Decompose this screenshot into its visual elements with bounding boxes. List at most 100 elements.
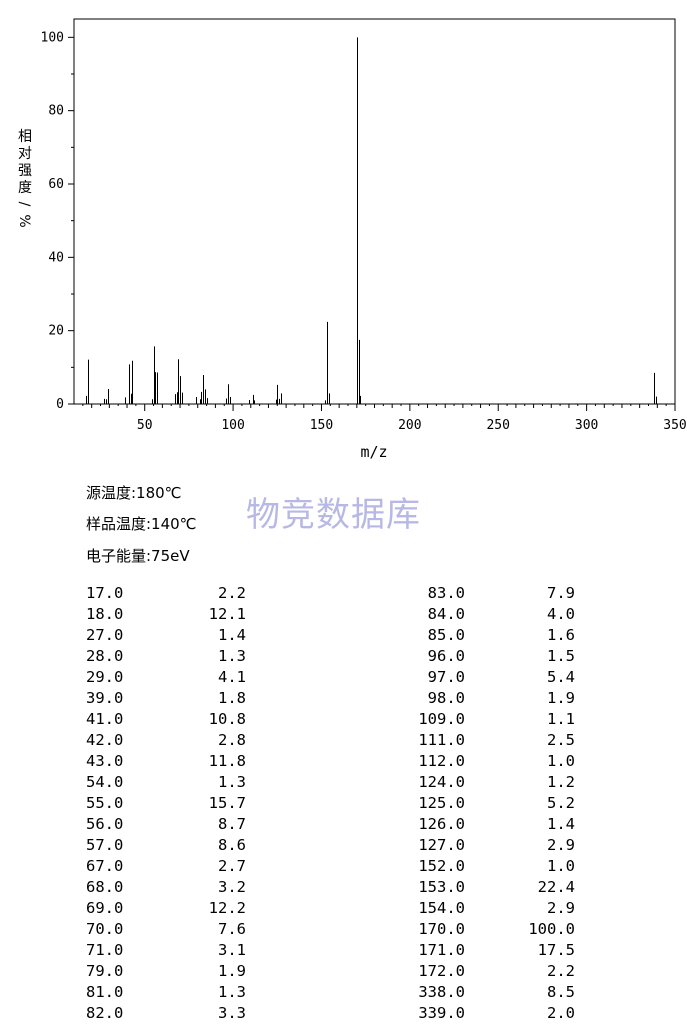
y-tick-label: 80 (48, 104, 64, 119)
peak-mz: 152.0 (418, 857, 465, 875)
peak-mz: 96.0 (427, 647, 465, 665)
peak-mz: 68.0 (86, 878, 124, 896)
peak-mz: 18.0 (86, 605, 124, 623)
peak-mz: 170.0 (418, 920, 465, 938)
x-axis-label: m/z (360, 443, 387, 461)
peak-intensity: 3.3 (218, 1004, 246, 1022)
peak-row: 154.0 2.9 (380, 898, 575, 919)
peak-row: 127.0 2.9 (380, 835, 575, 856)
peak-mz: 41.0 (86, 710, 124, 728)
y-axis-label-char: / (16, 202, 32, 207)
source-temperature: 源温度:180℃ (86, 484, 182, 502)
peak-mz: 97.0 (427, 668, 465, 686)
peak-intensity: 11.8 (208, 752, 246, 770)
peak-row: 82.0 3.3 (86, 1003, 246, 1024)
peak-table-left: 17.0 2.2 18.0 12.1 27.0 1.4 28.0 1.3 29.0 4.1 39.0… (86, 583, 246, 1024)
peak-intensity: 7.9 (547, 584, 575, 602)
peak-mz: 29.0 (86, 668, 124, 686)
x-tick-label: 150 (310, 418, 333, 433)
mass-spectrum-chart: 0 20 40 60 80 100 50 100 150 200 250 300 350 m/z 相对… (16, 18, 687, 461)
peak-row: 29.0 4.1 (86, 667, 246, 688)
watermark: 物竞数据库 (246, 495, 421, 535)
peak-intensity: 1.3 (218, 773, 246, 791)
peak-mz: 125.0 (418, 794, 465, 812)
peak-intensity: 1.9 (547, 689, 575, 707)
peak-row: 55.0 15.7 (86, 793, 246, 814)
peak-mz: 154.0 (418, 899, 465, 917)
peak-intensity: 4.0 (547, 605, 575, 623)
peak-intensity: 12.2 (208, 899, 246, 917)
peak-row: 42.0 2.8 (86, 730, 246, 751)
peak-mz: 67.0 (86, 857, 124, 875)
peak-intensity: 2.0 (547, 1004, 575, 1022)
peak-mz: 124.0 (418, 773, 465, 791)
peak-row: 39.0 1.8 (86, 688, 246, 709)
peak-row: 68.0 3.2 (86, 877, 246, 898)
peak-row: 27.0 1.4 (86, 625, 246, 646)
peak-row: 18.0 12.1 (86, 604, 246, 625)
y-axis-label-char: 对 (18, 146, 32, 162)
x-tick-label: 300 (575, 418, 598, 433)
peak-row: 67.0 2.7 (86, 856, 246, 877)
peak-row: 83.0 7.9 (380, 583, 575, 604)
y-tick-label: 60 (48, 177, 64, 192)
peak-row: 111.0 2.5 (380, 730, 575, 751)
peak-mz: 27.0 (86, 626, 124, 644)
peak-row: 98.0 1.9 (380, 688, 575, 709)
peak-row: 84.0 4.0 (380, 604, 575, 625)
peak-mz: 153.0 (418, 878, 465, 896)
peak-intensity: 1.6 (547, 626, 575, 644)
peak-row: 85.0 1.6 (380, 625, 575, 646)
y-tick-label: 0 (56, 397, 64, 412)
peak-intensity: 1.3 (218, 647, 246, 665)
sample-temperature: 样品温度:140℃ (86, 515, 197, 533)
peak-row: 126.0 1.4 (380, 814, 575, 835)
peak-row: 96.0 1.5 (380, 646, 575, 667)
peak-row: 28.0 1.3 (86, 646, 246, 667)
peak-row: 152.0 1.0 (380, 856, 575, 877)
peak-intensity: 1.2 (547, 773, 575, 791)
peak-intensity: 100.0 (528, 920, 575, 938)
peak-mz: 43.0 (86, 752, 124, 770)
peak-intensity: 8.5 (547, 983, 575, 1001)
peak-row: 71.0 3.1 (86, 940, 246, 961)
y-tick-label: 40 (48, 250, 64, 265)
peak-mz: 55.0 (86, 794, 124, 812)
peak-intensity: 8.6 (218, 836, 246, 854)
peak-intensity: 1.4 (547, 815, 575, 833)
peak-intensity: 2.2 (218, 584, 246, 602)
y-axis-label-char: % (16, 214, 32, 227)
y-tick-label: 100 (41, 30, 64, 45)
peak-intensity: 2.7 (218, 857, 246, 875)
peak-intensity: 1.0 (547, 857, 575, 875)
peak-mz: 127.0 (418, 836, 465, 854)
peak-mz: 57.0 (86, 836, 124, 854)
peak-row: 171.0 17.5 (380, 940, 575, 961)
peak-intensity: 17.5 (537, 941, 575, 959)
peak-mz: 339.0 (418, 1004, 465, 1022)
peak-row: 57.0 8.6 (86, 835, 246, 856)
peak-mz: 85.0 (427, 626, 465, 644)
peak-intensity: 1.0 (547, 752, 575, 770)
peak-intensity: 2.2 (547, 962, 575, 980)
x-tick-label: 250 (486, 418, 509, 433)
y-axis-label-char: 度 (18, 180, 32, 196)
peak-mz: 42.0 (86, 731, 124, 749)
peak-row: 54.0 1.3 (86, 772, 246, 793)
peak-mz: 112.0 (418, 752, 465, 770)
y-tick-label: 20 (48, 324, 64, 339)
plot-frame (73, 18, 676, 405)
peak-row: 170.0 100.0 (380, 919, 575, 940)
peak-mz: 56.0 (86, 815, 124, 833)
peak-row: 81.0 1.3 (86, 982, 246, 1003)
peak-intensity: 2.9 (547, 899, 575, 917)
peak-intensity: 8.7 (218, 815, 246, 833)
x-tick-label: 350 (663, 418, 686, 433)
peak-intensity: 12.1 (208, 605, 246, 623)
peak-mz: 109.0 (418, 710, 465, 728)
peak-mz: 172.0 (418, 962, 465, 980)
peak-mz: 171.0 (418, 941, 465, 959)
peak-row: 153.0 22.4 (380, 877, 575, 898)
peak-intensity: 22.4 (537, 878, 575, 896)
peak-intensity: 2.9 (547, 836, 575, 854)
